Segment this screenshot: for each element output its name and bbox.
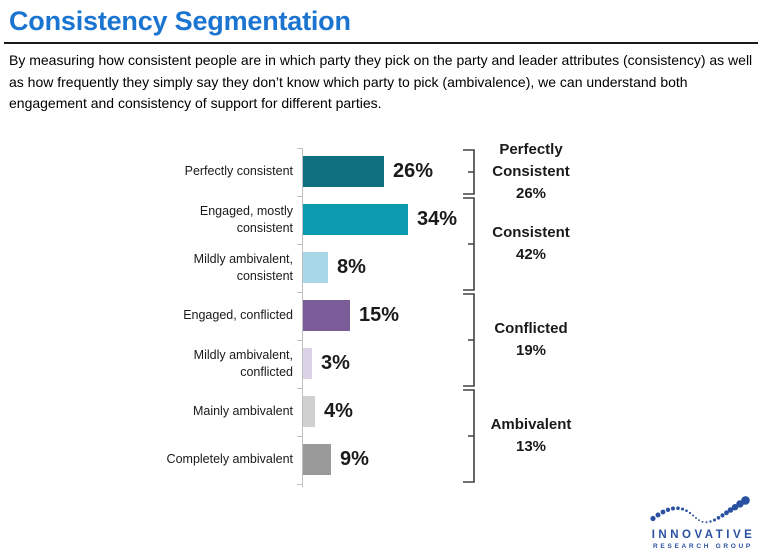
group-name: Consistent xyxy=(492,224,570,242)
bar xyxy=(303,396,315,427)
group-percentage: 13% xyxy=(515,438,547,455)
title-divider xyxy=(4,42,758,44)
category-label: Mildly ambivalent, consistent xyxy=(193,252,293,283)
category-label: Mildly ambivalent, conflicted xyxy=(193,348,293,379)
intro-paragraph: By measuring how consistent people are i… xyxy=(9,52,753,112)
group-label: Consistent 42% xyxy=(478,197,584,291)
value-label: 8% xyxy=(337,256,366,278)
bar xyxy=(303,252,328,283)
group-percentage: 26% xyxy=(515,184,547,202)
bar xyxy=(303,204,408,235)
logo-subtext: RESEARCH GROUP xyxy=(653,543,753,550)
axis-tick xyxy=(297,196,302,197)
axis-line xyxy=(302,148,303,487)
group-name: Perfectly Consistent xyxy=(492,141,570,181)
group-label: Ambivalent 13% xyxy=(478,389,584,483)
category-label: Engaged, conflicted xyxy=(183,308,293,323)
group-bracket xyxy=(463,389,475,483)
category-label: Mainly ambivalent xyxy=(192,404,293,419)
axis-tick xyxy=(297,340,302,341)
category-label: Perfectly consistent xyxy=(184,164,293,179)
group-label: Perfectly Consistent 26% xyxy=(478,141,584,202)
axis-tick xyxy=(297,436,302,437)
logo-name: INNOVATIVE xyxy=(651,529,756,541)
logo-wave-icon xyxy=(650,496,750,524)
group-percentage: 19% xyxy=(515,342,547,359)
bar xyxy=(303,300,350,331)
group-percentage: 42% xyxy=(515,246,547,263)
group-bracket xyxy=(463,149,475,195)
bar xyxy=(303,348,312,379)
page-title: Consistency Segmentation xyxy=(9,6,351,36)
value-label: 26% xyxy=(393,160,434,182)
group-name: Conflicted xyxy=(494,320,568,338)
axis-tick xyxy=(297,244,302,245)
group-name: Ambivalent xyxy=(490,416,572,434)
group-bracket xyxy=(463,197,475,291)
axis-tick xyxy=(297,148,302,149)
value-label: 9% xyxy=(340,448,369,470)
value-label: 3% xyxy=(321,352,350,374)
bar xyxy=(303,444,331,475)
value-label: 15% xyxy=(359,304,400,326)
group-bracket xyxy=(463,293,475,387)
value-label: 34% xyxy=(417,208,458,230)
value-label: 4% xyxy=(324,400,353,422)
axis-tick xyxy=(297,484,302,485)
axis-tick xyxy=(297,388,302,389)
bar xyxy=(303,156,384,187)
axis-tick xyxy=(297,292,302,293)
category-label: Completely ambivalent xyxy=(166,452,293,467)
category-label: Engaged, mostly consistent xyxy=(199,204,293,235)
group-label: Conflicted 19% xyxy=(478,293,584,387)
company-logo: INNOVATIVE RESEARCH GROUP xyxy=(643,496,761,550)
